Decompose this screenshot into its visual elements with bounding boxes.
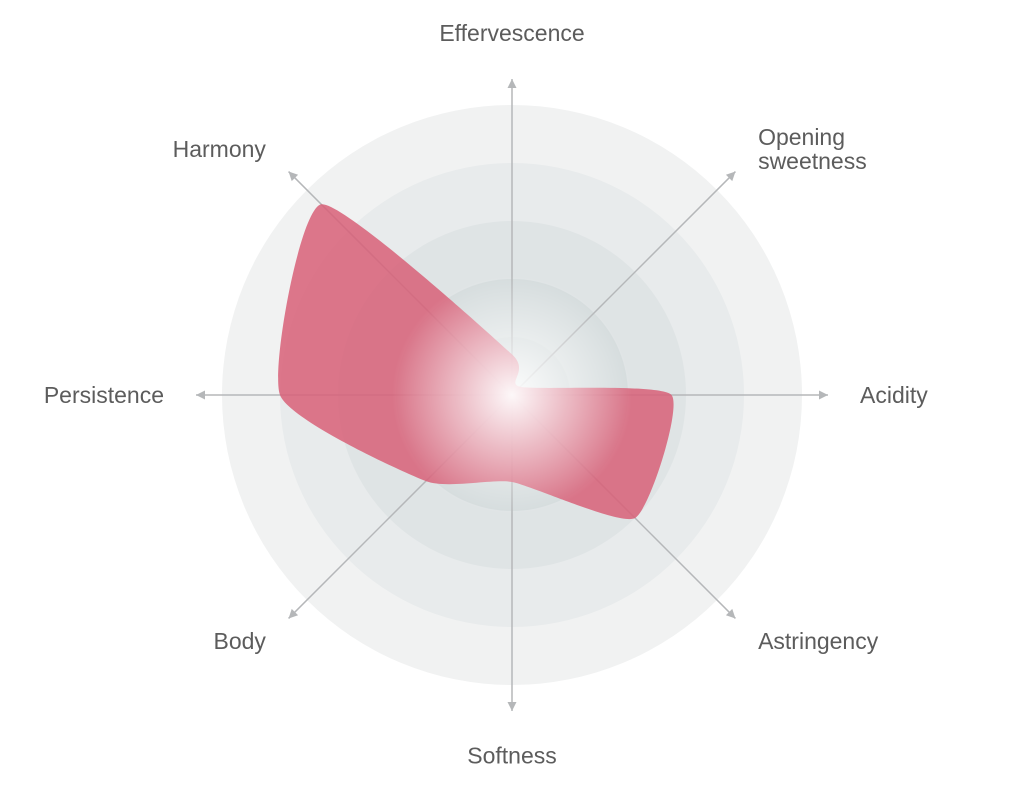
- radar-svg: Effervescence Openingsweetness Acidity Astr…: [0, 0, 1024, 789]
- axis-label-astringency: Astringency: [758, 628, 879, 654]
- axis-arrowhead: [508, 702, 517, 711]
- axis-label-body: Body: [213, 628, 266, 654]
- axis-label-softness: Softness: [467, 743, 557, 769]
- axis-label-harmony: Harmony: [173, 136, 267, 162]
- axis-label-persistence: Persistence: [44, 382, 164, 408]
- axis-label-opening-sweetness: Openingsweetness: [758, 124, 867, 174]
- radar-chart: Effervescence Openingsweetness Acidity Astr…: [0, 0, 1024, 789]
- axis-label-acidity: Acidity: [860, 382, 928, 408]
- axis-arrowhead: [819, 391, 828, 400]
- axis-arrowhead: [508, 79, 517, 88]
- axis-label-effervescence: Effervescence: [439, 20, 584, 46]
- axis-arrowhead: [196, 391, 205, 400]
- center-glow: [392, 275, 632, 515]
